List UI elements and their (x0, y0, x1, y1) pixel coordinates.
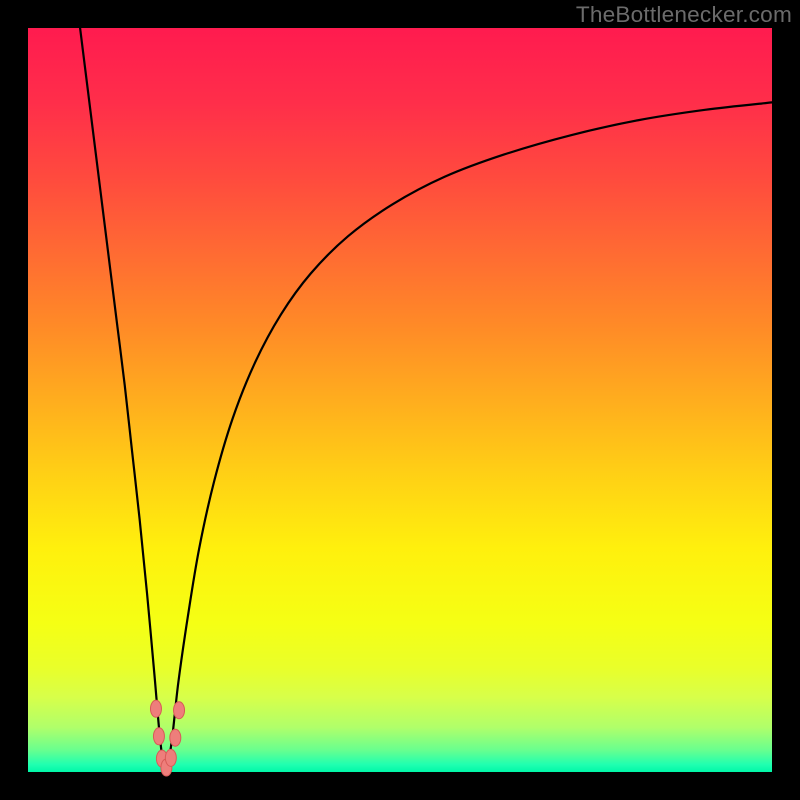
marker-dot (153, 728, 164, 745)
chart-frame: TheBottlenecker.com (0, 0, 800, 800)
bottleneck-curve-chart (0, 0, 800, 800)
marker-dot (165, 749, 176, 766)
marker-dot (170, 729, 181, 746)
marker-dot (150, 700, 161, 717)
plot-background (28, 28, 772, 772)
marker-dot (174, 702, 185, 719)
watermark-text: TheBottlenecker.com (576, 2, 792, 28)
